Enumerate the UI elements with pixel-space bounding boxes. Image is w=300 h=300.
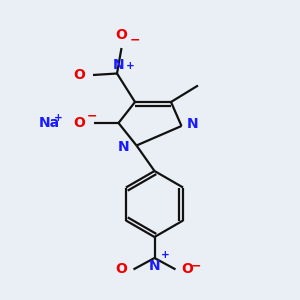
Text: +: + [53, 113, 62, 123]
Text: N: N [149, 260, 160, 274]
Text: O: O [116, 262, 128, 276]
Text: N: N [187, 118, 199, 131]
Text: O: O [116, 28, 128, 42]
Text: −: − [130, 34, 140, 47]
Text: −: − [87, 110, 98, 123]
Text: O: O [74, 68, 86, 82]
Text: O: O [182, 262, 194, 276]
Text: −: − [191, 259, 202, 272]
Text: +: + [161, 250, 170, 260]
Text: N: N [117, 140, 129, 154]
Text: +: + [125, 61, 134, 71]
Text: O: O [74, 116, 86, 130]
Text: Na: Na [39, 116, 60, 130]
Text: N: N [113, 58, 124, 72]
